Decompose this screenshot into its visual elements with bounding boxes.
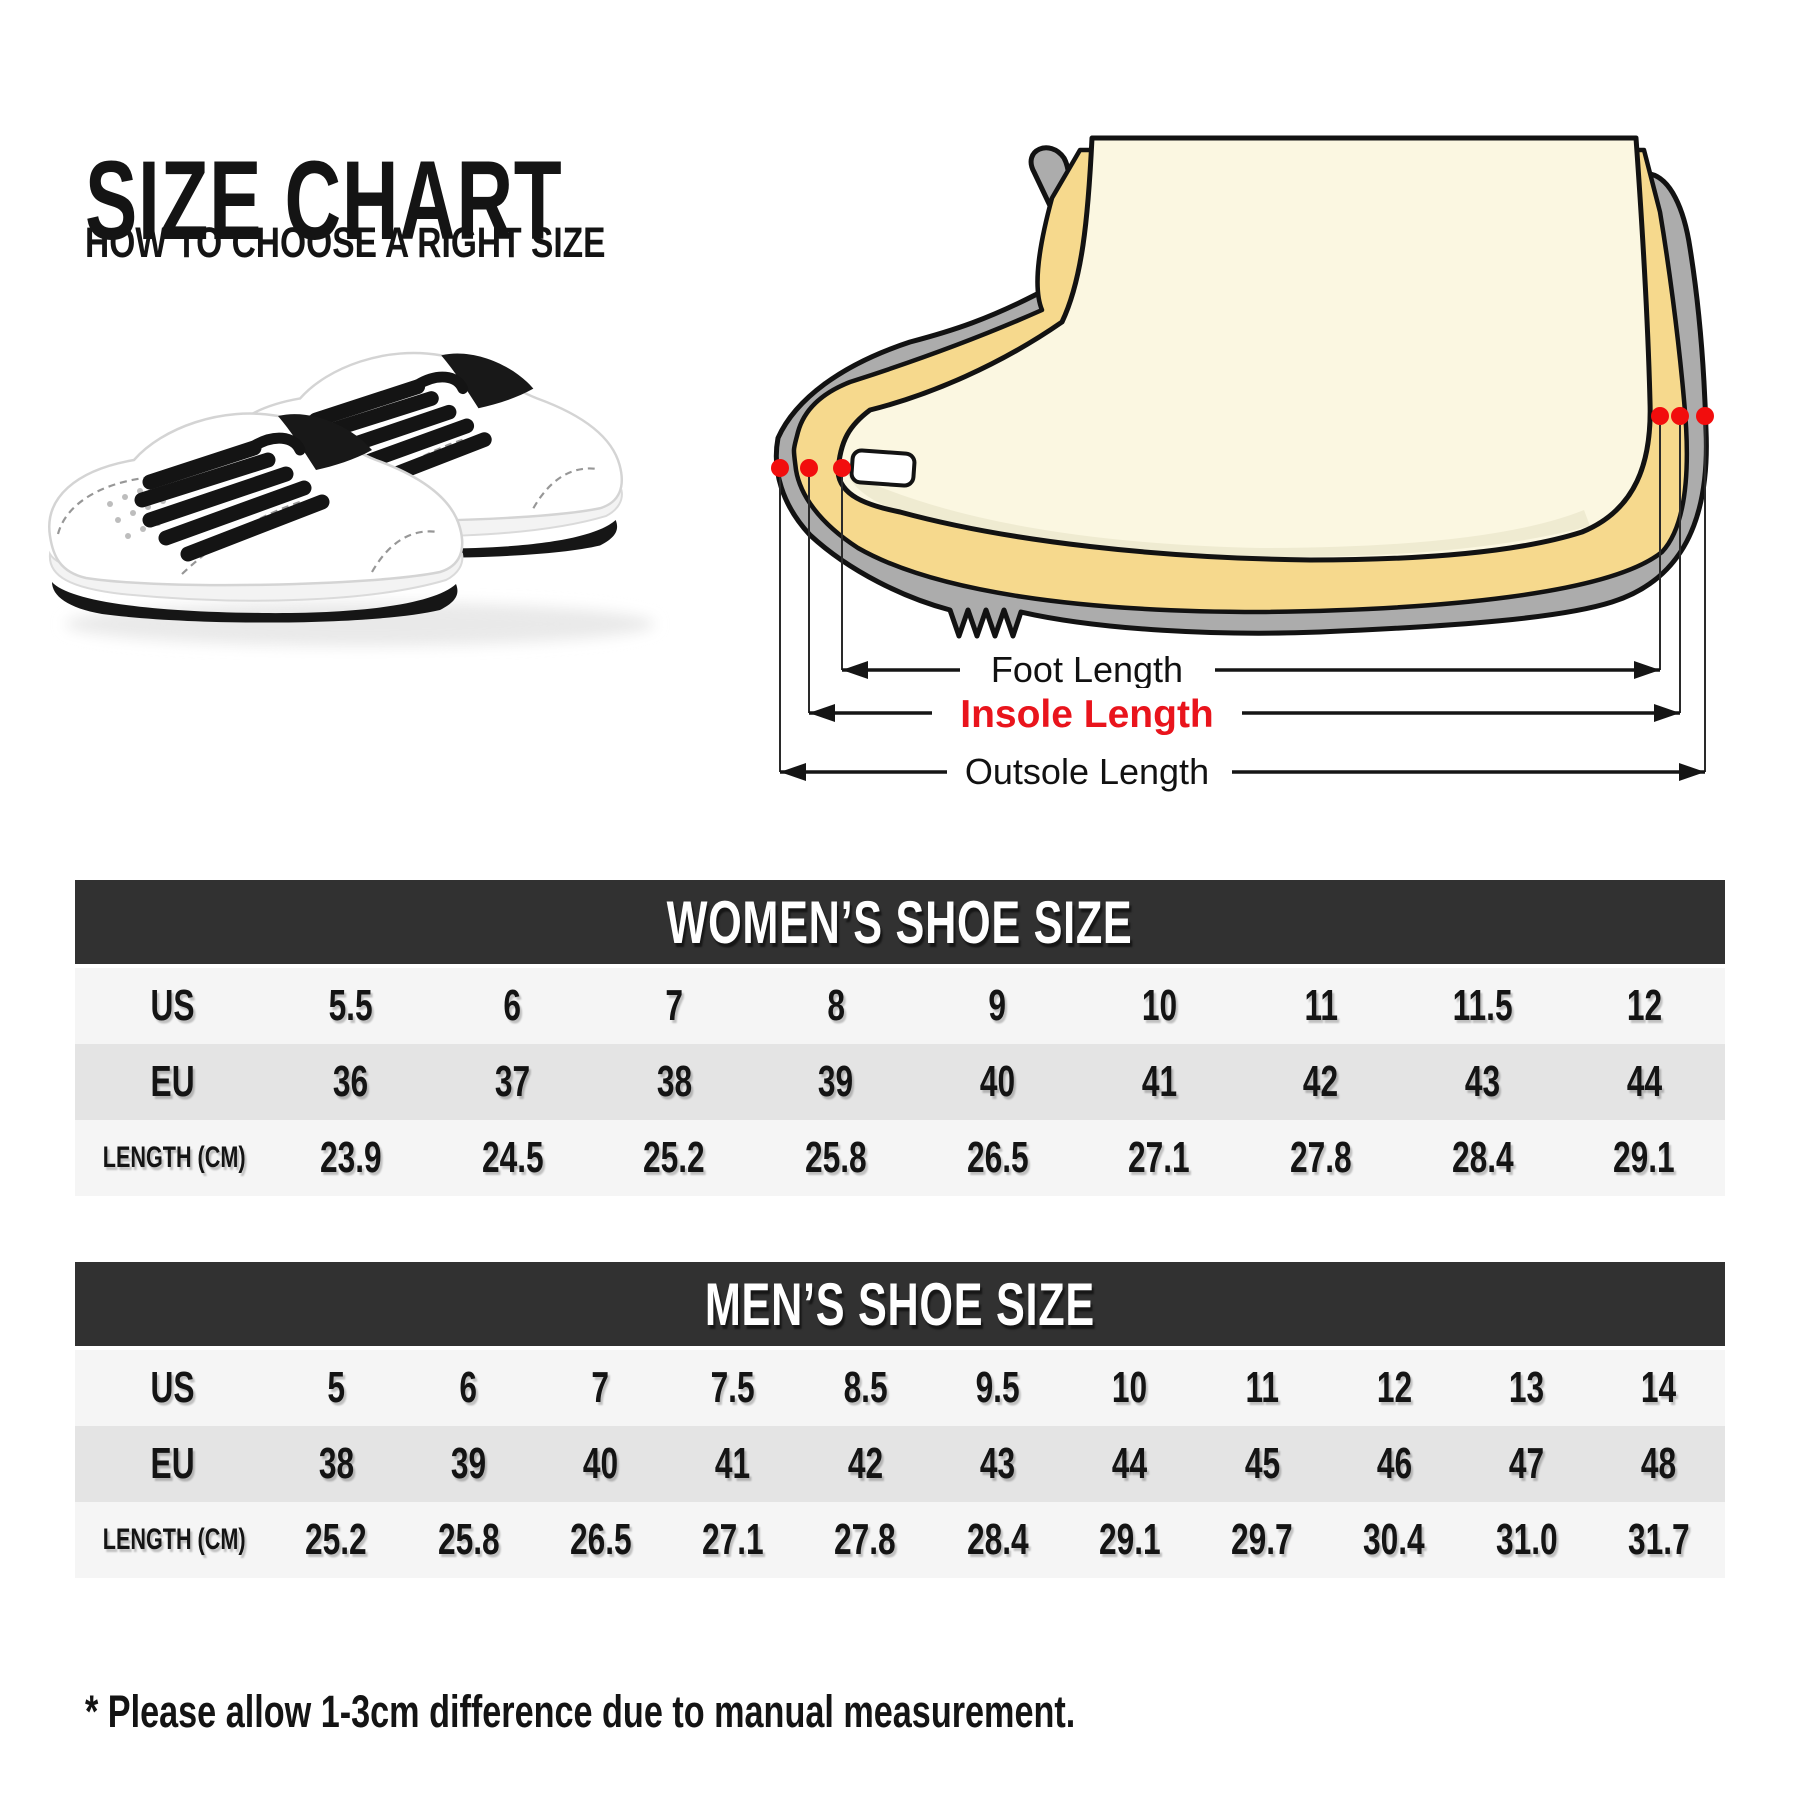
size-cell: 14	[1641, 1363, 1677, 1412]
size-cell: 6	[459, 1363, 478, 1412]
size-cell: 5	[327, 1363, 345, 1412]
size-cell: 26.5	[966, 1133, 1029, 1182]
size-row: LENGTH (CM) 23.9 24.5 25.2 25.8 26.5 27.1 27.8 2…	[75, 1120, 1725, 1196]
size-row: EU 36 37 38 39 40 41 42 43 44	[75, 1044, 1725, 1120]
size-cell: 41	[715, 1439, 751, 1488]
size-cell: 41	[1141, 1057, 1177, 1106]
size-cell: 7	[665, 981, 683, 1030]
mens-table-title: MEN’S SHOE SIZE	[704, 1270, 1096, 1338]
womens-table-header: WOMEN’S SHOE SIZE	[75, 880, 1725, 964]
row-label: LENGTH (CM)	[102, 1141, 246, 1174]
size-cell: 36	[333, 1057, 369, 1106]
row-label: US	[150, 1363, 195, 1412]
size-cell: 9.5	[975, 1363, 1020, 1412]
sneakers-illustration	[30, 312, 655, 646]
size-cell: 8	[827, 981, 845, 1030]
size-cell: 13	[1508, 1363, 1545, 1412]
size-cell: 7.5	[710, 1363, 755, 1412]
size-cell: 11	[1304, 981, 1338, 1030]
size-row: US 5.5 6 7 8 9 10 11 11.5 12	[75, 968, 1725, 1044]
measure-guide-lines	[779, 425, 1706, 772]
size-cell: 42	[1303, 1057, 1339, 1106]
size-cell: 43	[1464, 1057, 1501, 1106]
size-cell: 25.8	[804, 1133, 867, 1182]
size-cell: 38	[318, 1439, 354, 1488]
womens-size-table: WOMEN’S SHOE SIZE US 5.5 6 7 8 9 10 11 11.5 12 EU 3…	[75, 880, 1725, 1196]
size-cell: 37	[494, 1057, 531, 1106]
size-cell: 44	[1112, 1439, 1148, 1488]
size-cell: 5.5	[328, 981, 373, 1030]
size-cell: 44	[1626, 1057, 1662, 1106]
row-label: LENGTH (CM)	[102, 1523, 246, 1556]
outsole-length-arrow: Outsole Length	[780, 748, 1705, 796]
measure-point-dots	[771, 407, 1714, 477]
mens-table-body: US 5 6 7 7.5 8.5 9.5 10 11 12 13 14 EU 38 39 40 41 42 43 44…	[75, 1350, 1725, 1578]
row-label: EU	[150, 1439, 195, 1488]
size-cell: 40	[583, 1439, 619, 1488]
mens-size-table: MEN’S SHOE SIZE US 5 6 7 7.5 8.5 9.5 10 11 12 13 14…	[75, 1262, 1725, 1578]
size-cell: 29.7	[1231, 1515, 1293, 1564]
size-cell: 6	[503, 981, 522, 1030]
size-cell: 11	[1245, 1363, 1279, 1412]
size-cell: 7	[591, 1363, 610, 1412]
size-cell: 42	[847, 1439, 883, 1488]
mens-table-header: MEN’S SHOE SIZE	[75, 1262, 1725, 1346]
womens-table-title: WOMEN’S SHOE SIZE	[667, 888, 1133, 956]
size-cell: 28.4	[966, 1515, 1029, 1564]
size-cell: 48	[1641, 1439, 1677, 1488]
size-cell: 9	[988, 981, 1007, 1030]
size-cell: 27.1	[1128, 1133, 1190, 1182]
size-cell: 27.8	[1289, 1133, 1352, 1182]
foot-length-arrow: Foot Length	[842, 646, 1660, 692]
size-cell: 25.2	[643, 1133, 705, 1182]
outsole-length-label: Outsole Length	[965, 751, 1209, 792]
size-cell: 31.7	[1628, 1515, 1690, 1564]
foot-measurement-diagram: Foot Length Insole Length Outsole Length	[771, 135, 1714, 796]
size-cell: 12	[1376, 1363, 1412, 1412]
size-cell: 11.5	[1452, 981, 1513, 1030]
page-title: SIZE CHART	[85, 138, 563, 264]
size-row: US 5 6 7 7.5 8.5 9.5 10 11 12 13 14	[75, 1350, 1725, 1426]
size-cell: 27.8	[834, 1515, 897, 1564]
row-label: EU	[150, 1057, 195, 1106]
size-cell: 40	[979, 1057, 1016, 1106]
size-cell: 39	[818, 1057, 854, 1106]
foot-length-label: Foot Length	[991, 649, 1183, 690]
measurement-disclaimer: * Please allow 1-3cm difference due to m…	[85, 1686, 1076, 1737]
size-cell: 47	[1508, 1439, 1545, 1488]
womens-table-body: US 5.5 6 7 8 9 10 11 11.5 12 EU 36 37 38 39 40 41 42 43 44 L…	[75, 968, 1725, 1196]
size-cell: 10	[1112, 1363, 1148, 1412]
size-cell: 46	[1376, 1439, 1412, 1488]
row-label: US	[150, 981, 195, 1030]
size-cell: 28.4	[1451, 1133, 1514, 1182]
size-row: EU 38 39 40 41 42 43 44 45 46 47 48	[75, 1426, 1725, 1502]
size-cell: 29.1	[1098, 1515, 1161, 1564]
size-cell: 27.1	[702, 1515, 764, 1564]
size-cell: 25.2	[305, 1515, 367, 1564]
toenail	[849, 448, 917, 488]
size-cell: 8.5	[843, 1363, 888, 1412]
insole-length-arrow: Insole Length	[809, 688, 1680, 738]
size-cell: 30.4	[1363, 1515, 1426, 1564]
size-cell: 25.8	[437, 1515, 500, 1564]
foot-shape	[838, 138, 1651, 560]
foot-shade	[846, 472, 1590, 558]
size-cell: 43	[979, 1439, 1016, 1488]
size-cell: 39	[450, 1439, 487, 1488]
size-cell: 29.1	[1613, 1133, 1675, 1182]
size-row: LENGTH (CM) 25.2 25.8 26.5 27.1 27.8 28.4 29.1 2…	[75, 1502, 1725, 1578]
insole-length-label: Insole Length	[960, 693, 1214, 736]
size-cell: 45	[1244, 1439, 1280, 1488]
page-subtitle: HOW TO CHOOSE A RIGHT SIZE	[85, 218, 606, 267]
size-cell: 31.0	[1495, 1515, 1558, 1564]
size-cell: 12	[1626, 981, 1662, 1030]
size-cell: 10	[1141, 981, 1177, 1030]
size-cell: 26.5	[569, 1515, 632, 1564]
size-cell: 23.9	[319, 1133, 382, 1182]
size-cell: 38	[656, 1057, 692, 1106]
size-cell: 24.5	[481, 1133, 544, 1182]
